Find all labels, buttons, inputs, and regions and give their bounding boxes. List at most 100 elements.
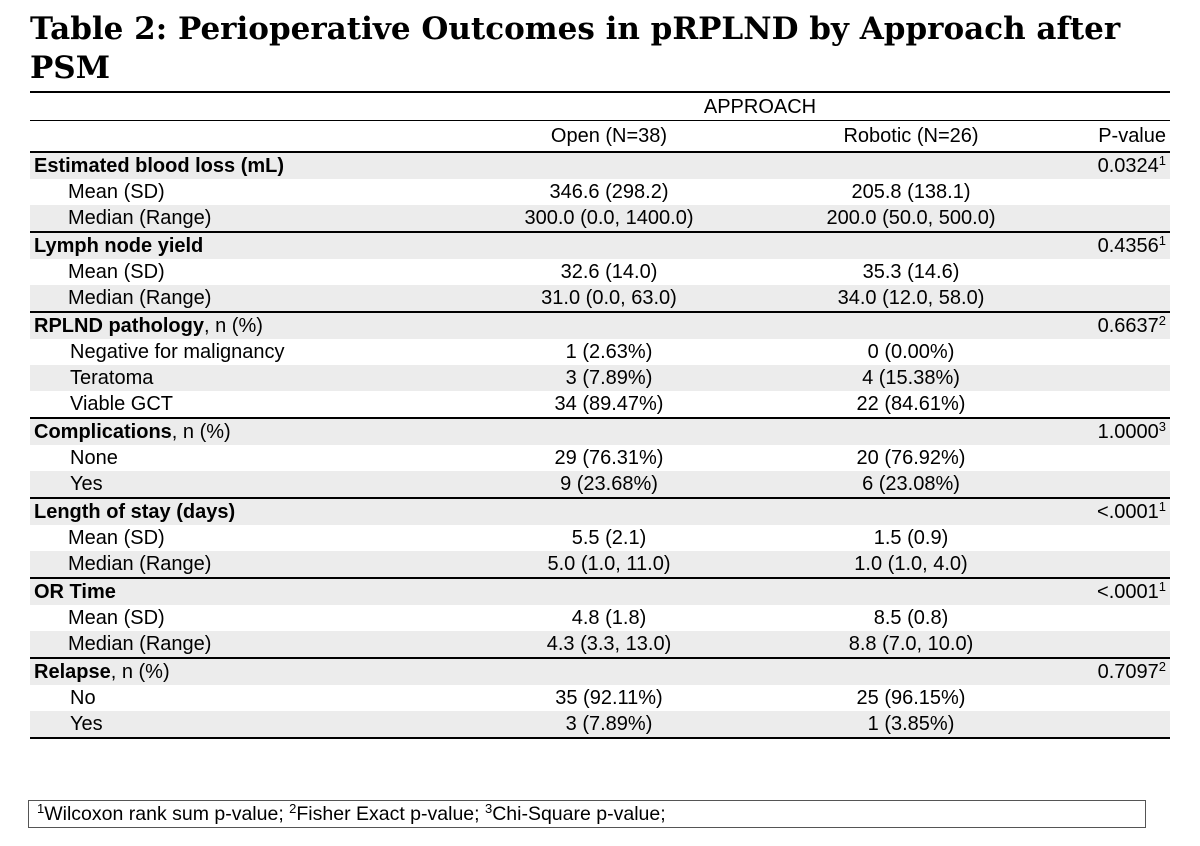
p-value: 0.66372 [1062,311,1170,339]
row-label: Mean (SD) [30,259,458,285]
open-value: 32.6 (14.0) [458,259,760,285]
p-value [1062,339,1170,365]
row-label: Median (Range) [30,285,458,312]
row-label: Teratoma [30,365,458,391]
row-label: Negative for malignancy [30,339,458,365]
pvalue-column-header: P-value [1062,120,1170,152]
section-unit: , n (%) [110,661,170,683]
section-label: Relapse, n (%) [30,657,458,685]
open-value: 346.6 (298.2) [458,179,760,205]
header-empty-cell [30,91,458,121]
robotic-value: 1 (3.85%) [760,711,1062,739]
header-empty-cell [1062,91,1170,121]
table-row: Yes 3 (7.89%) 1 (3.85%) [30,711,1170,739]
p-value-text: 0.0324 [1097,155,1159,177]
p-value [1062,365,1170,391]
open-value: 29 (76.31%) [458,445,760,471]
p-value: 0.70972 [1062,657,1170,685]
robotic-value [760,577,1062,605]
p-value-text: 0.6637 [1097,315,1159,337]
robotic-value: 200.0 (50.0, 500.0) [760,205,1062,232]
section-header-row: Length of stay (days) <.00011 [30,497,1170,525]
p-value-footnote-marker: 2 [1158,659,1166,674]
table-row: Mean (SD) 346.6 (298.2) 205.8 (138.1) [30,179,1170,205]
section-header-row: RPLND pathology, n (%) 0.66372 [30,311,1170,339]
row-label: Mean (SD) [30,525,458,551]
p-value-footnote-marker: 1 [1158,233,1166,248]
open-value [458,497,760,525]
table-row: Median (Range) 300.0 (0.0, 1400.0) 200.0 (… [30,205,1170,232]
row-label: Yes [30,471,458,498]
robotic-value: 35.3 (14.6) [760,259,1062,285]
row-label: Mean (SD) [30,605,458,631]
p-value-footnote-marker: 1 [1158,153,1166,168]
open-value: 31.0 (0.0, 63.0) [458,285,760,312]
table-row: Mean (SD) 32.6 (14.0) 35.3 (14.6) [30,259,1170,285]
section-title: OR Time [34,581,116,603]
footnote-marker: 1 [37,801,45,816]
open-value: 5.5 (2.1) [458,525,760,551]
robotic-value: 1.5 (0.9) [760,525,1062,551]
row-label: Median (Range) [30,205,458,232]
section-unit: , n (%) [171,421,231,443]
table-row: Mean (SD) 5.5 (2.1) 1.5 (0.9) [30,525,1170,551]
outcomes-table: APPROACH Open (N=38) Robotic (N=26) P-va… [30,91,1170,739]
table-row: Viable GCT 34 (89.47%) 22 (84.61%) [30,391,1170,418]
footnote-text: Fisher Exact p-value; [296,803,485,825]
p-value-footnote-marker: 2 [1158,313,1166,328]
p-value [1062,445,1170,471]
row-label: Yes [30,711,458,739]
row-label: Mean (SD) [30,179,458,205]
p-value [1062,551,1170,578]
open-value: 4.3 (3.3, 13.0) [458,631,760,658]
p-value [1062,259,1170,285]
footnote-marker: 3 [484,801,493,816]
robotic-value: 20 (76.92%) [760,445,1062,471]
open-value [458,417,760,445]
p-value [1062,285,1170,312]
table-row: Median (Range) 5.0 (1.0, 11.0) 1.0 (1.0, 4… [30,551,1170,578]
open-value: 3 (7.89%) [458,365,760,391]
section-header-row: Lymph node yield 0.43561 [30,231,1170,259]
p-value: 0.43561 [1062,231,1170,259]
open-value: 5.0 (1.0, 11.0) [458,551,760,578]
p-value-text: 1.0000 [1097,421,1159,443]
p-value-footnote-marker: 1 [1158,499,1166,514]
open-value: 34 (89.47%) [458,391,760,418]
table-row: Yes 9 (23.68%) 6 (23.08%) [30,471,1170,498]
table-title: Table 2: Perioperative Outcomes in pRPLN… [30,11,1121,86]
section-title: Lymph node yield [34,235,204,257]
section-label: Lymph node yield [30,231,458,259]
table-row: Negative for malignancy 1 (2.63%) 0 (0.00%… [30,339,1170,365]
section-header-row: OR Time <.00011 [30,577,1170,605]
row-label: Median (Range) [30,551,458,578]
p-value-footnote-marker: 3 [1158,419,1166,434]
approach-header-row: APPROACH [30,91,1170,121]
approach-header: APPROACH [458,91,1062,121]
robotic-value [760,311,1062,339]
footnote-marker: 2 [289,801,297,816]
open-value: 35 (92.11%) [458,685,760,711]
open-value [458,231,760,259]
section-label: Estimated blood loss (mL) [30,151,458,179]
robotic-value: 205.8 (138.1) [760,179,1062,205]
robotic-value: 1.0 (1.0, 4.0) [760,551,1062,578]
p-value-footnote-marker: 1 [1158,579,1166,594]
section-label: Length of stay (days) [30,497,458,525]
table-row: No 35 (92.11%) 25 (96.15%) [30,685,1170,711]
open-column-header: Open (N=38) [458,120,760,152]
table-row: Median (Range) 4.3 (3.3, 13.0) 8.8 (7.0, 1… [30,631,1170,658]
p-value [1062,711,1170,739]
p-value [1062,179,1170,205]
open-value: 4.8 (1.8) [458,605,760,631]
section-header-row: Relapse, n (%) 0.70972 [30,657,1170,685]
robotic-value [760,151,1062,179]
row-label: No [30,685,458,711]
open-value: 1 (2.63%) [458,339,760,365]
open-value: 9 (23.68%) [458,471,760,498]
robotic-value [760,497,1062,525]
section-title: RPLND pathology [34,315,204,337]
p-value [1062,525,1170,551]
open-value [458,151,760,179]
p-value [1062,205,1170,232]
